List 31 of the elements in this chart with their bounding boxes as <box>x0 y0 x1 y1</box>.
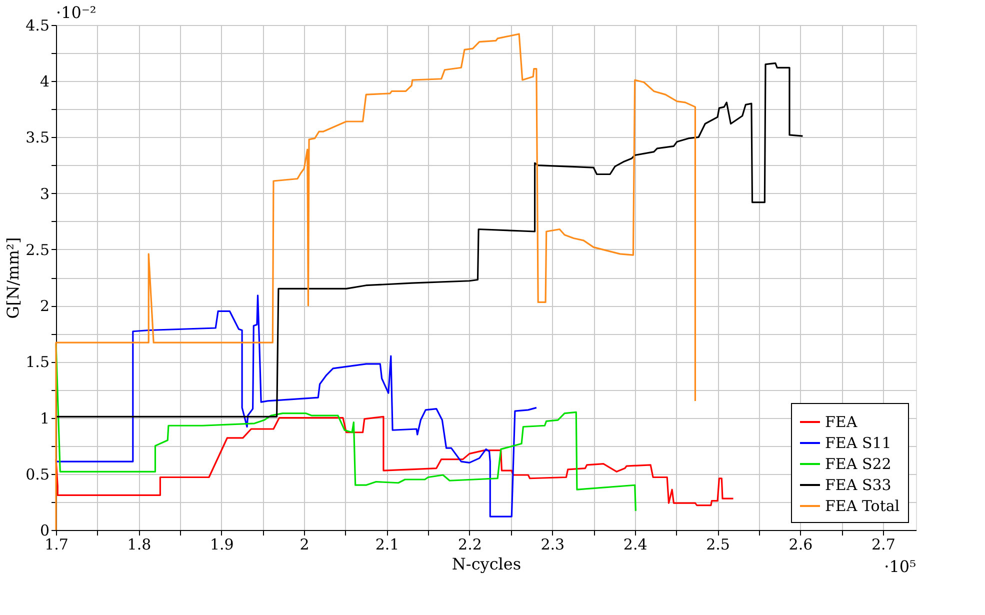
x-tick-label: 2.6 <box>788 536 813 554</box>
text: ·10⁵ <box>884 557 916 576</box>
y-tick-label: 1.5 <box>26 353 50 372</box>
line-series <box>55 294 538 518</box>
y-tick-label: 3.5 <box>26 128 50 147</box>
text: ·10⁻² <box>56 3 96 22</box>
x-tick-label: 2.3 <box>540 536 565 554</box>
x-tick-label: 2.4 <box>623 536 648 554</box>
legend-label: FEA S11 <box>825 434 892 452</box>
x-tick-label: 1.9 <box>210 536 234 554</box>
legend-label: FEA S33 <box>825 476 892 494</box>
y-tick-label: 2 <box>40 297 50 316</box>
y-tick-label: 4.5 <box>26 16 50 34</box>
x-tick-label: 2.1 <box>375 536 400 554</box>
x-tick-label: 2.5 <box>706 536 730 554</box>
x-tick-label: 1.8 <box>127 536 152 554</box>
y-axis-title: G[N/mm²] <box>4 237 23 319</box>
x-axis-title: N-cycles <box>452 554 522 574</box>
legend-label: FEA S22 <box>825 455 892 473</box>
y-tick-label: 0.5 <box>26 465 50 484</box>
y-tick-label: 1 <box>40 409 50 428</box>
y-tick-label: 4 <box>40 72 50 91</box>
line-series <box>55 33 696 531</box>
x-tick-label: 2 <box>300 536 310 554</box>
legend-label: FEA Total <box>825 497 900 515</box>
x-tick-label: 2.2 <box>458 536 482 554</box>
y-tick-label: 2.5 <box>26 240 50 259</box>
legend-label: FEA <box>825 413 858 431</box>
y-tick-label: 3 <box>40 184 50 203</box>
line-series <box>55 416 734 506</box>
x-tick-label: 2.7 <box>871 536 896 554</box>
